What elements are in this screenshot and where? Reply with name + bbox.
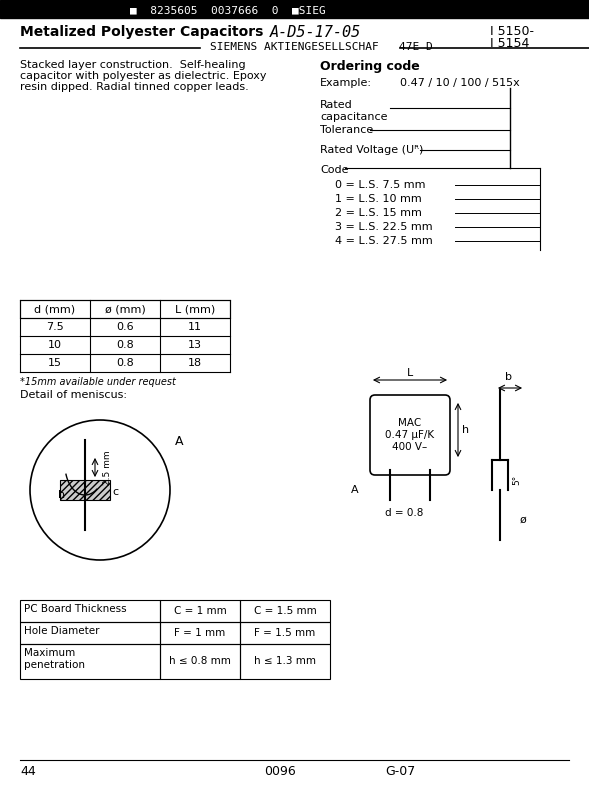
Text: resin dipped. Radial tinned copper leads.: resin dipped. Radial tinned copper leads…	[20, 82, 249, 92]
Text: 0096: 0096	[264, 765, 296, 778]
Text: d = 0.8: d = 0.8	[385, 508, 423, 518]
Bar	[20, 644, 160, 679]
Text: h ≤ 1.3 mm: h ≤ 1.3 mm	[254, 656, 316, 666]
Text: A: A	[175, 435, 184, 448]
Text: 10: 10	[48, 340, 62, 350]
Text: SIEMENS AKTIENGESELLSCHAF   47E D: SIEMENS AKTIENGESELLSCHAF 47E D	[210, 42, 433, 52]
Bar	[240, 644, 330, 679]
Text: 11: 11	[188, 322, 202, 332]
Text: F = 1 mm: F = 1 mm	[174, 628, 226, 638]
Text: A-D5-17-05: A-D5-17-05	[270, 25, 361, 40]
Text: Ordering code: Ordering code	[320, 60, 420, 73]
Text: PC Board Thickness: PC Board Thickness	[24, 604, 127, 614]
Text: 15: 15	[48, 358, 62, 368]
Bar	[160, 644, 240, 679]
Bar	[240, 600, 330, 622]
Text: d (mm): d (mm)	[34, 304, 75, 314]
Text: G-07: G-07	[385, 765, 415, 778]
Text: 0.8: 0.8	[116, 358, 134, 368]
Text: 13: 13	[188, 340, 202, 350]
Text: Rated Voltage (Uᴿ): Rated Voltage (Uᴿ)	[320, 145, 423, 155]
Text: h ≤ 0.8 mm: h ≤ 0.8 mm	[169, 656, 231, 666]
Text: 0.8: 0.8	[116, 340, 134, 350]
Text: L (mm): L (mm)	[175, 304, 215, 314]
Text: h: h	[462, 425, 469, 435]
Bar	[0, 0, 589, 18]
Text: 4 = L.S. 27.5 mm: 4 = L.S. 27.5 mm	[335, 236, 433, 246]
Text: 7.5: 7.5	[46, 322, 64, 332]
Text: ø: ø	[520, 515, 527, 525]
Text: MAC
0.47 µF/K
400 V–: MAC 0.47 µF/K 400 V–	[385, 418, 435, 451]
Text: Rated
capacitance: Rated capacitance	[320, 100, 388, 122]
Text: b: b	[505, 372, 512, 382]
Text: L: L	[407, 368, 413, 378]
Text: Example:: Example:	[320, 78, 372, 88]
Text: 0.6: 0.6	[116, 322, 134, 332]
Text: 1 = L.S. 10 mm: 1 = L.S. 10 mm	[335, 194, 422, 204]
Text: A: A	[351, 485, 359, 495]
Text: ø (mm): ø (mm)	[105, 304, 145, 314]
Text: 5°: 5°	[512, 475, 521, 485]
Text: C = 1 mm: C = 1 mm	[174, 606, 226, 616]
Text: Metalized Polyester Capacitors: Metalized Polyester Capacitors	[20, 25, 263, 39]
Bar	[160, 600, 240, 622]
Text: Tolerance: Tolerance	[320, 125, 373, 135]
Text: 44: 44	[20, 765, 36, 778]
Text: Stacked layer construction.  Self-healing: Stacked layer construction. Self-healing	[20, 60, 246, 70]
Text: 0 = L.S. 7.5 mm: 0 = L.S. 7.5 mm	[335, 180, 425, 190]
Text: Code: Code	[320, 165, 349, 175]
Text: ■  8235605  0037666  0  ■SIEG: ■ 8235605 0037666 0 ■SIEG	[130, 5, 326, 15]
Bar	[240, 622, 330, 644]
Text: 3 = L.S. 22.5 mm: 3 = L.S. 22.5 mm	[335, 222, 433, 232]
Text: c: c	[112, 487, 118, 497]
Text: 2.5 mm: 2.5 mm	[103, 450, 112, 486]
Bar	[20, 600, 160, 622]
Text: I 5154: I 5154	[490, 37, 530, 50]
Text: capacitor with polyester as dielectric. Epoxy: capacitor with polyester as dielectric. …	[20, 71, 266, 81]
Bar	[20, 300, 230, 318]
Text: h: h	[58, 490, 65, 500]
Text: C = 1.5 mm: C = 1.5 mm	[254, 606, 316, 616]
Text: Hole Diameter: Hole Diameter	[24, 626, 100, 636]
Bar	[20, 622, 160, 644]
Text: 2 = L.S. 15 mm: 2 = L.S. 15 mm	[335, 208, 422, 218]
Text: Detail of meniscus:: Detail of meniscus:	[20, 390, 127, 400]
Text: 0.47 / 10 / 100 / 515x: 0.47 / 10 / 100 / 515x	[400, 78, 519, 88]
Bar	[60, 480, 110, 500]
Text: Maximum
penetration: Maximum penetration	[24, 648, 85, 670]
Text: I 5150-: I 5150-	[490, 25, 534, 38]
Bar	[160, 622, 240, 644]
Text: *15mm available under request: *15mm available under request	[20, 377, 176, 387]
Text: F = 1.5 mm: F = 1.5 mm	[254, 628, 316, 638]
Text: 18: 18	[188, 358, 202, 368]
